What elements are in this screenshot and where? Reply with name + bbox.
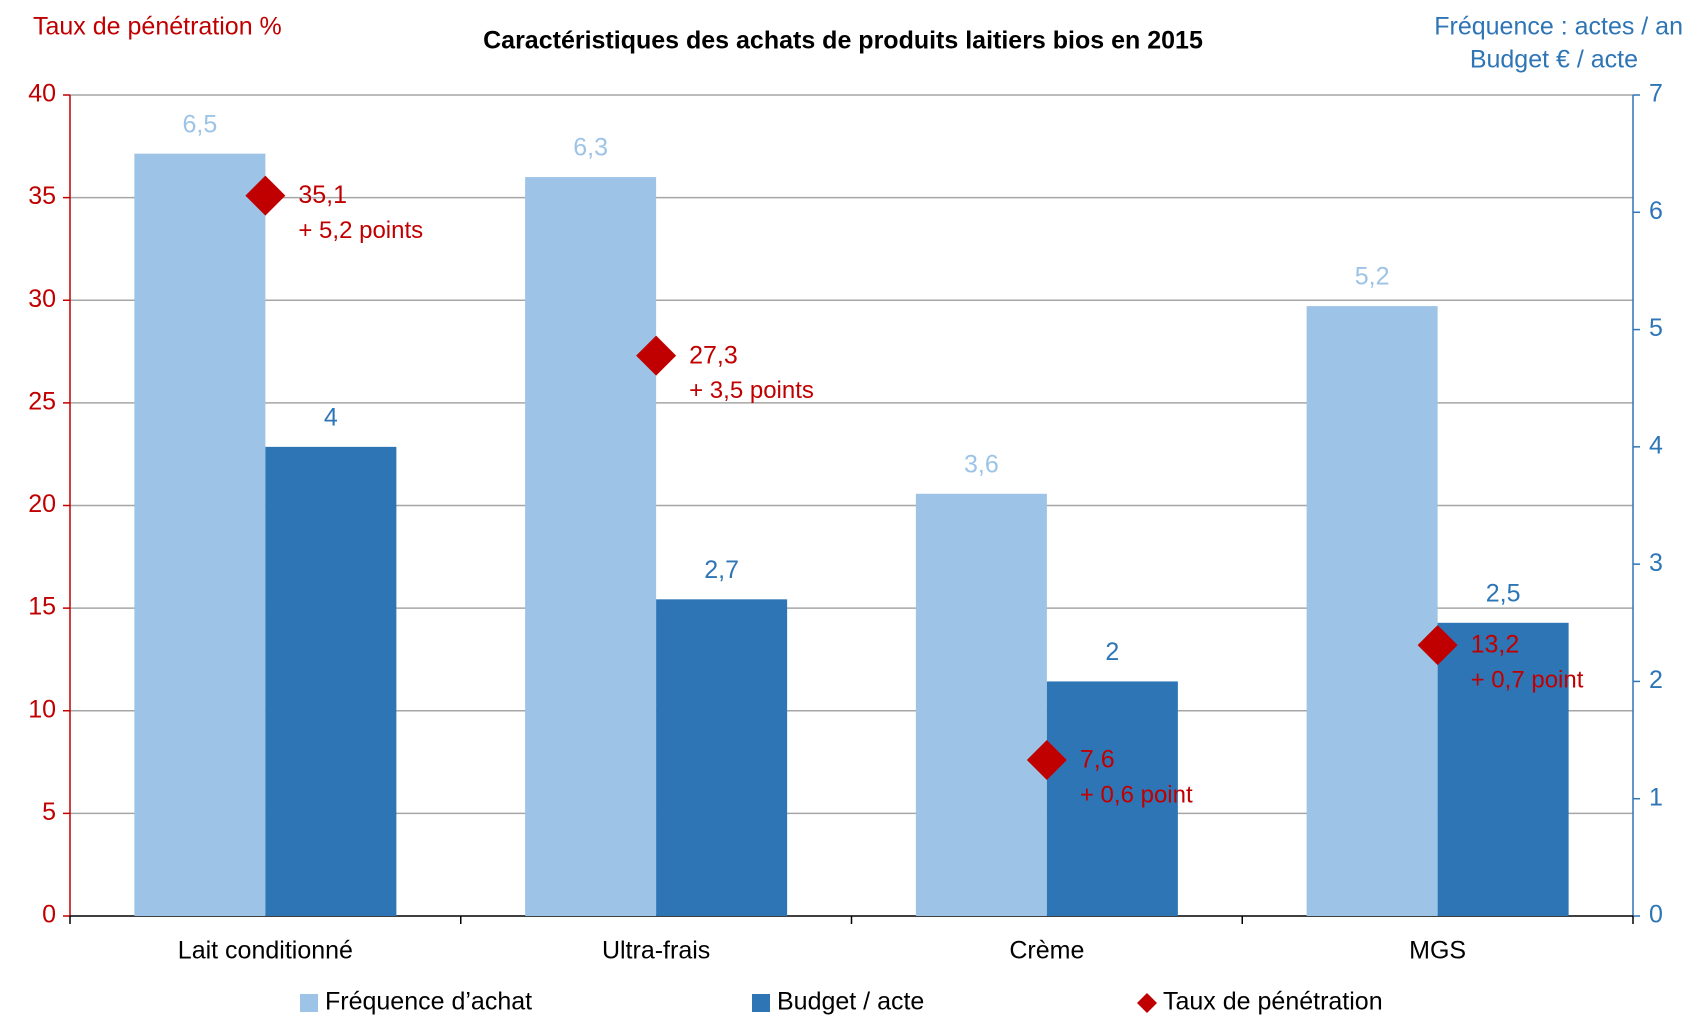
y-tick-label: 5 bbox=[42, 798, 56, 826]
bar-value-label: 6,3 bbox=[573, 134, 608, 162]
bar-value-label: 6,5 bbox=[182, 110, 217, 138]
annotation: + 5,2 points bbox=[298, 217, 423, 244]
bar-value-label: 5,2 bbox=[1355, 263, 1390, 291]
y2-tick-label: 1 bbox=[1649, 783, 1663, 811]
legend-label: Taux de pénétration bbox=[1163, 988, 1383, 1016]
y-tick-label: 40 bbox=[28, 80, 56, 108]
x-tick-label: MGS bbox=[1409, 937, 1466, 965]
y2-tick-label: 2 bbox=[1649, 666, 1663, 694]
y2-tick-label: 4 bbox=[1649, 431, 1663, 459]
bar bbox=[1046, 681, 1178, 916]
x-tick-label: Ultra-frais bbox=[602, 937, 710, 965]
bar-value-label: 4 bbox=[324, 403, 338, 431]
chart-title: Caractéristiques des achats de produits … bbox=[483, 27, 1203, 55]
marker-value-label: 27,3 bbox=[689, 341, 738, 369]
bar bbox=[265, 446, 397, 916]
bar-value-label: 2 bbox=[1105, 638, 1119, 666]
y2-tick-label: 5 bbox=[1649, 314, 1663, 342]
bar bbox=[1437, 622, 1569, 916]
y-axis-title: Taux de pénétration % bbox=[33, 13, 282, 41]
marker-value-label: 13,2 bbox=[1471, 631, 1520, 659]
annotation: + 3,5 points bbox=[689, 377, 814, 404]
y2-tick-label: 7 bbox=[1649, 80, 1663, 108]
x-tick-label: Crème bbox=[1009, 937, 1084, 965]
y-tick-label: 15 bbox=[28, 593, 56, 621]
marker bbox=[1417, 625, 1458, 666]
y-tick-label: 30 bbox=[28, 285, 56, 313]
y2-tick-label: 3 bbox=[1649, 549, 1663, 577]
y-tick-label: 0 bbox=[42, 901, 56, 929]
legend-label: Budget / acte bbox=[777, 988, 924, 1016]
legend-swatch bbox=[1137, 993, 1157, 1013]
bar-value-label: 2,7 bbox=[704, 556, 739, 584]
legend-swatch bbox=[752, 994, 770, 1012]
y-tick-label: 20 bbox=[28, 490, 56, 518]
annotation: + 0,7 point bbox=[1471, 666, 1584, 693]
bar-value-label: 3,6 bbox=[964, 450, 999, 478]
y2-tick-label: 0 bbox=[1649, 901, 1663, 929]
x-tick-label: Lait conditionné bbox=[178, 937, 353, 965]
y2-tick-label: 6 bbox=[1649, 197, 1663, 225]
bar-value-label: 2,5 bbox=[1486, 579, 1521, 607]
marker-value-label: 7,6 bbox=[1080, 746, 1115, 774]
y-tick-label: 25 bbox=[28, 387, 56, 415]
marker bbox=[636, 335, 677, 376]
marker bbox=[1026, 740, 1067, 781]
legend-label: Fréquence d’achat bbox=[325, 988, 532, 1016]
y-tick-label: 10 bbox=[28, 695, 56, 723]
marker bbox=[245, 175, 286, 216]
bar bbox=[915, 493, 1047, 916]
y2-axis-title: Budget € / acte bbox=[1470, 46, 1638, 74]
bar bbox=[525, 177, 657, 917]
y2-axis-title: Fréquence : actes / an bbox=[1434, 13, 1683, 41]
marker-value-label: 35,1 bbox=[298, 181, 347, 209]
bar bbox=[1306, 306, 1438, 917]
annotation: + 0,6 point bbox=[1080, 781, 1193, 808]
legend-swatch bbox=[300, 994, 318, 1012]
bar bbox=[656, 599, 788, 916]
y-tick-label: 35 bbox=[28, 182, 56, 210]
bar bbox=[134, 153, 266, 917]
